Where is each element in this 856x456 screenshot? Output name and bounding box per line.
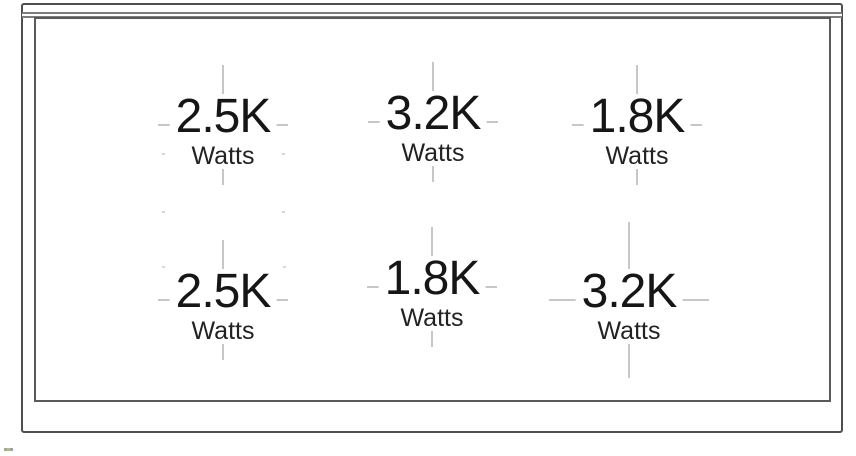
burner-power-value: 3.2K [581,265,678,318]
alignment-dot [162,211,165,213]
burner-power-unit: Watts [191,142,255,170]
burner-power-value: 1.8K [589,90,686,143]
burner-power-value: 3.2K [385,87,482,140]
burner-power-unit: Watts [400,304,464,332]
burner-power-unit: Watts [191,317,255,345]
alignment-dot [162,153,165,155]
burner-label: 2.5K Watts [169,90,277,170]
burner-label: 1.8K Watts [378,252,486,332]
alignment-dot [283,266,286,268]
cooktop-outer-frame [21,3,843,433]
pixel-artifact [4,448,13,451]
cooktop-inner-frame [34,17,831,402]
burner-power-value: 2.5K [175,90,272,143]
burner-power-unit: Watts [605,142,669,170]
burner-power-value: 2.5K [175,265,272,318]
alignment-dot [282,211,285,213]
burner-label: 3.2K Watts [379,87,487,167]
alignment-dot [162,266,165,268]
burner-label: 1.8K Watts [583,90,691,170]
alignment-dot [282,153,285,155]
burner-power-unit: Watts [401,139,465,167]
burner-power-unit: Watts [597,317,661,345]
burner-label: 3.2K Watts [575,265,683,345]
burner-power-value: 1.8K [384,252,481,305]
burner-label: 2.5K Watts [169,265,277,345]
